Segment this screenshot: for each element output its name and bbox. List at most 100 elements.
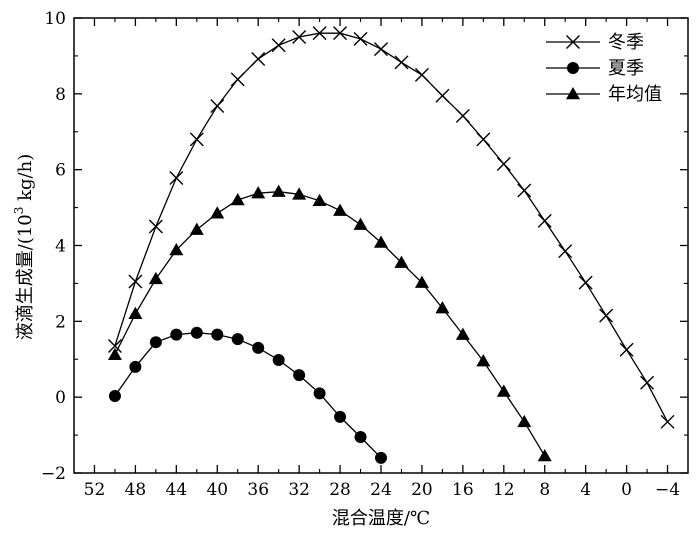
y-tick-label: 10 — [44, 9, 66, 29]
data-point-triangle — [230, 193, 245, 206]
data-point-triangle — [333, 203, 348, 216]
data-point-triangle — [312, 193, 327, 207]
legend-label: 冬季 — [608, 32, 644, 53]
data-point-circle — [108, 390, 121, 403]
data-point-x — [374, 42, 388, 57]
x-tick-label: 12 — [493, 480, 515, 500]
data-point-triangle — [210, 206, 225, 219]
data-point-x — [640, 375, 655, 390]
legend-marker-triangle — [566, 87, 580, 100]
data-point-x — [251, 51, 266, 66]
data-point-circle — [252, 341, 265, 354]
y-tick-label: 0 — [55, 388, 66, 408]
data-point-triangle — [394, 255, 409, 268]
data-point-x — [107, 338, 122, 353]
series-markers — [107, 26, 675, 464]
x-tick-label: 20 — [411, 480, 433, 500]
x-tick-label: 32 — [288, 480, 310, 500]
data-point-x — [599, 308, 614, 323]
data-point-x — [496, 156, 511, 171]
data-point-triangle — [292, 187, 307, 200]
data-point-circle — [149, 336, 162, 349]
data-point-x — [128, 274, 143, 289]
data-point-circle — [313, 387, 326, 400]
data-point-circle — [129, 360, 142, 373]
data-point-triangle — [189, 222, 204, 235]
y-tick-label: 2 — [55, 312, 66, 332]
data-point-x — [353, 31, 368, 46]
data-point-x — [537, 213, 552, 228]
x-axis-title: 混合温度/℃ — [332, 508, 430, 529]
x-tick-label: 16 — [452, 480, 474, 500]
data-point-x — [619, 342, 634, 357]
y-axis-title-text: 液滴生成量/(103 kg/h) — [12, 154, 37, 340]
data-point-x — [455, 108, 470, 123]
x-tick-label: 4 — [580, 480, 591, 500]
data-point-x — [517, 183, 532, 198]
data-point-x — [271, 38, 286, 53]
y-tick-label: −2 — [41, 464, 66, 484]
data-point-x — [210, 98, 225, 113]
data-point-circle — [354, 430, 367, 443]
data-point-circle — [334, 410, 347, 423]
data-point-triangle — [517, 414, 532, 428]
data-point-triangle — [251, 186, 266, 199]
y-tick-label: 8 — [55, 85, 66, 105]
series-line-0 — [114, 32, 669, 423]
legend-label: 夏季 — [608, 58, 644, 79]
y-tick-label: 6 — [55, 161, 66, 181]
data-point-triangle — [148, 271, 163, 285]
x-tick-label: 0 — [621, 480, 632, 500]
data-point-triangle — [496, 384, 511, 397]
data-point-circle — [211, 328, 224, 341]
series-lines — [114, 32, 669, 459]
x-tick-label: 24 — [370, 480, 392, 500]
data-point-x — [660, 414, 675, 429]
series-line-1 — [114, 332, 382, 459]
x-tick-label: 52 — [84, 480, 106, 500]
data-point-triangle — [353, 217, 368, 230]
data-point-x — [312, 26, 327, 41]
data-point-triangle — [271, 184, 286, 197]
x-tick-label: 40 — [206, 480, 228, 500]
data-point-triangle — [128, 306, 143, 319]
data-point-triangle — [414, 275, 429, 288]
data-point-x — [476, 132, 491, 147]
data-point-triangle — [169, 243, 184, 256]
x-tick-label: 48 — [125, 480, 147, 500]
data-point-x — [414, 67, 429, 82]
data-point-x — [558, 244, 573, 259]
data-point-x — [394, 55, 409, 70]
legend-label: 年均值 — [608, 84, 662, 105]
series-line-2 — [114, 191, 546, 457]
data-point-circle — [231, 333, 244, 346]
data-point-triangle — [537, 448, 552, 462]
x-tick-label: 8 — [539, 480, 550, 500]
data-point-triangle — [374, 235, 388, 248]
data-point-x — [169, 171, 184, 186]
x-tick-label: 44 — [166, 480, 188, 500]
data-point-triangle — [455, 327, 470, 340]
data-point-circle — [170, 328, 183, 341]
data-point-x — [435, 88, 450, 103]
data-point-x — [189, 132, 204, 147]
x-tick-label: −4 — [655, 480, 680, 500]
data-point-x — [230, 72, 245, 87]
data-point-x — [333, 26, 348, 41]
data-point-circle — [272, 354, 285, 367]
legend-marker-circle — [567, 62, 579, 74]
data-point-triangle — [435, 301, 450, 314]
data-point-x — [148, 219, 163, 234]
data-point-circle — [190, 326, 203, 339]
data-point-triangle — [107, 347, 122, 360]
legend-marker-x — [566, 35, 580, 49]
data-point-x — [578, 275, 593, 290]
data-point-x — [292, 29, 307, 44]
data-point-circle — [293, 369, 306, 382]
data-point-circle — [375, 451, 387, 464]
data-point-triangle — [476, 354, 491, 367]
x-tick-label: 28 — [329, 480, 351, 500]
